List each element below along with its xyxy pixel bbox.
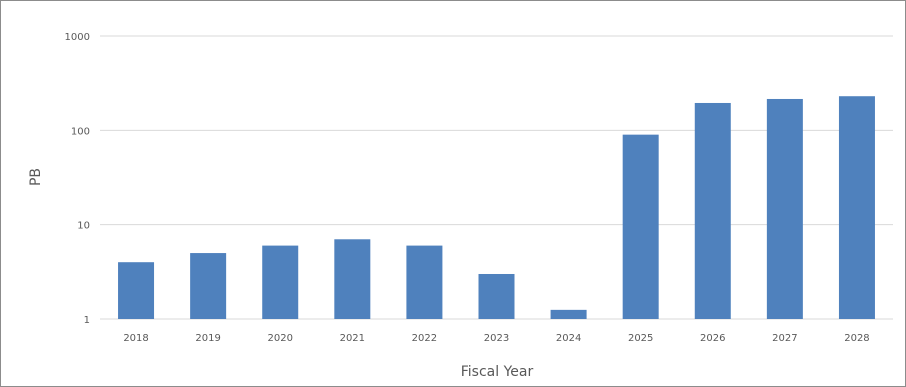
bar-2028 [838,96,875,319]
bar-2024 [550,309,587,319]
x-tick-label: 2018 [123,333,148,344]
bar-2026 [694,102,731,319]
bar-2027 [766,98,803,320]
y-tick-label: 10 [77,221,90,232]
x-tick-label: 2022 [412,333,437,344]
x-tick-label: 2023 [484,333,509,344]
y-axis-title: PB [28,168,44,186]
x-axis-title: Fiscal Year [461,364,534,380]
x-tick-label: 2020 [268,333,293,344]
y-tick-label: 1 [84,315,90,326]
x-tick-label: 2028 [844,333,869,344]
bar-2022 [406,245,443,319]
y-tick-labels: 1 10 100 1000 [65,32,90,326]
bars [118,96,875,320]
x-tick-label: 2025 [628,333,653,344]
bar-2020 [262,245,299,319]
y-tick-label: 1000 [65,32,90,43]
x-tick-label: 2026 [700,333,725,344]
bar-2023 [478,273,515,319]
bar-2021 [334,239,371,319]
x-tick-label: 2027 [772,333,797,344]
x-tick-label: 2021 [340,333,365,344]
bar-2025 [622,134,659,319]
bar-2019 [190,253,227,319]
x-tick-label: 2019 [195,333,220,344]
y-tick-label: 100 [71,126,90,137]
x-tick-label: 2024 [556,333,581,344]
bar-2018 [118,262,155,319]
x-tick-labels: 2018 2019 2020 2021 2022 2023 2024 2025 2026 2027… [123,333,869,344]
